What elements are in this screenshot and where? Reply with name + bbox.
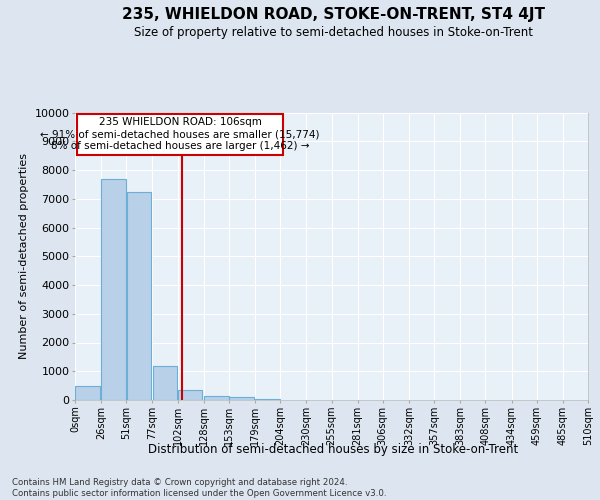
Bar [256,398,280,400]
Bar [75,386,100,400]
Bar [178,390,202,400]
Text: 8% of semi-detached houses are larger (1,462) →: 8% of semi-detached houses are larger (1… [51,140,310,150]
Text: Contains HM Land Registry data © Crown copyright and database right 2024.
Contai: Contains HM Land Registry data © Crown c… [12,478,386,498]
Y-axis label: Number of semi-detached properties: Number of semi-detached properties [19,153,29,359]
Bar [127,192,151,400]
Text: 235 WHIELDON ROAD: 106sqm: 235 WHIELDON ROAD: 106sqm [98,117,262,127]
Bar [229,398,254,400]
FancyBboxPatch shape [77,114,283,155]
Text: Size of property relative to semi-detached houses in Stoke-on-Trent: Size of property relative to semi-detach… [134,26,533,39]
Text: Distribution of semi-detached houses by size in Stoke-on-Trent: Distribution of semi-detached houses by … [148,442,518,456]
Bar [101,178,126,400]
Bar [204,396,229,400]
Text: ← 91% of semi-detached houses are smaller (15,774): ← 91% of semi-detached houses are smalle… [40,129,320,139]
Bar [153,366,178,400]
Text: 235, WHIELDON ROAD, STOKE-ON-TRENT, ST4 4JT: 235, WHIELDON ROAD, STOKE-ON-TRENT, ST4 … [122,8,545,22]
